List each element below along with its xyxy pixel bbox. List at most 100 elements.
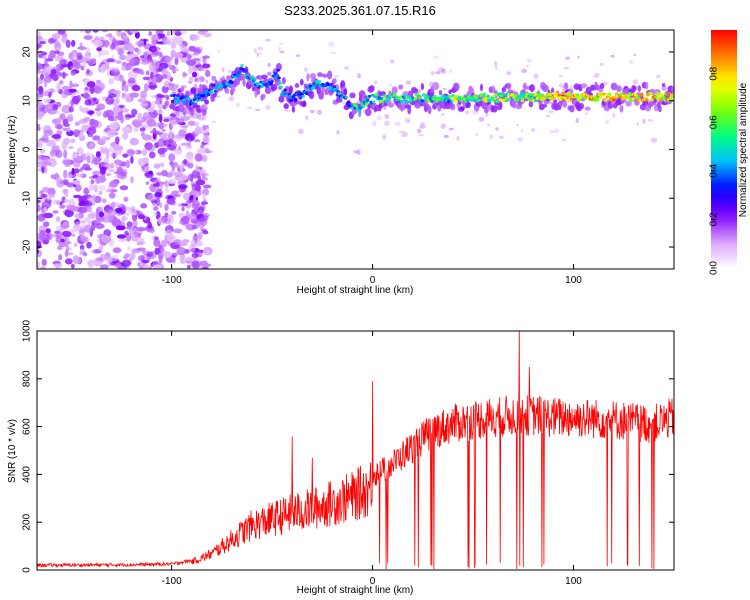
spectrogram-noise-blob <box>38 85 44 95</box>
spectrogram-noise-blob <box>155 99 160 106</box>
spectrogram-ridge-core <box>567 93 572 97</box>
spectrogram-ridge-core <box>586 95 591 98</box>
spectrogram-noise-blob <box>51 145 60 153</box>
spectrogram-noise-blob <box>76 52 83 60</box>
spectrogram-noise-blob <box>155 197 161 207</box>
spectrogram-ridge-halo <box>616 85 622 93</box>
spectrogram-ridge-core <box>175 94 180 97</box>
spectrogram-noise-blob <box>493 60 498 64</box>
spectrogram-ridge-halo <box>573 83 580 90</box>
spectrogram-noise-blob <box>155 181 160 188</box>
spectrogram-ridge-core <box>392 92 397 97</box>
spectrogram-noise-blob <box>69 138 76 144</box>
snr-x-tick-label: 100 <box>565 576 582 587</box>
spectrogram-noise-blob <box>134 237 145 243</box>
spectrogram-ridge-core <box>361 104 366 109</box>
spectrogram-noise-blob <box>133 127 138 133</box>
spectrogram-noise-blob <box>164 203 169 212</box>
spectrogram-ridge-core <box>230 80 234 85</box>
spectrogram-noise-blob <box>84 99 92 106</box>
spectrogram-noise-blob <box>71 233 76 237</box>
colorbar-tick-label: 0.0 <box>709 261 720 275</box>
spectrogram-noise-blob <box>134 47 139 52</box>
spectrogram-noise-blob <box>169 64 176 71</box>
spectrogram-noise-blob <box>117 30 121 33</box>
spectrogram-noise-blob <box>155 211 161 220</box>
spectrogram-noise-blob <box>330 51 337 55</box>
snr-y-tick-label: 1000 <box>22 319 33 342</box>
spectrogram-noise-blob <box>328 41 335 47</box>
spectrogram-noise-blob <box>156 60 160 69</box>
spectrogram-noise-blob <box>103 157 109 164</box>
spectrogram-ridge-core <box>379 96 384 101</box>
spectrogram-noise-blob <box>87 195 95 203</box>
spectrogram-noise-blob <box>77 46 87 51</box>
spectrogram-noise-blob <box>163 118 170 123</box>
spectrogram-noise-blob <box>144 142 153 151</box>
spectrogram-noise-blob <box>68 88 77 93</box>
spectrogram-noise-blob <box>148 151 156 159</box>
spectrogram-noise-blob <box>124 85 129 92</box>
spectrogram-noise-blob <box>94 85 99 94</box>
spectrogram-noise-blob <box>140 90 147 99</box>
spectrogram-noise-blob <box>175 118 185 124</box>
spectrogram-noise-blob <box>191 34 200 41</box>
spectrogram-noise-blob <box>117 170 126 175</box>
spectrogram-noise-blob <box>160 247 165 253</box>
spectrogram-ridge-core <box>329 82 334 87</box>
spectrogram-noise-blob <box>37 126 41 131</box>
spectrogram-noise-blob <box>108 93 117 98</box>
spectrogram-ridge-halo <box>492 85 496 94</box>
spectrogram-noise-blob <box>88 183 95 192</box>
spectrogram-noise-blob <box>73 242 78 248</box>
spectrogram-noise-blob <box>279 50 285 54</box>
snr-x-ticks: -100 0 100 <box>162 331 582 587</box>
spectrogram-noise-blob <box>121 92 126 98</box>
spectrogram-noise-blob <box>126 148 135 157</box>
snr-y-ticks: 0 200 400 600 800 1000 <box>22 319 674 573</box>
spectrogram-ridge-halo <box>444 102 452 110</box>
spectrogram-noise-blob <box>100 234 110 244</box>
colorbar-label: Normalized spectral amplitude <box>738 82 749 217</box>
spectrogram-ridge-halo <box>438 89 443 96</box>
spectrogram-noise-blob <box>37 70 44 74</box>
spectrogram-noise-blob <box>132 220 138 227</box>
spectrogram-noise-blob <box>67 113 74 121</box>
spectrogram-noise-blob <box>82 92 90 99</box>
spectrogram-noise-blob <box>139 103 148 107</box>
spectrogram-noise-blob <box>191 203 200 210</box>
spectrogram-noise-blob <box>129 30 139 34</box>
spectrogram-noise-blob <box>95 151 101 158</box>
spectrogram-noise-blob <box>105 96 114 105</box>
spectrogram-noise-blob <box>136 227 146 232</box>
spectrogram-noise-blob <box>296 98 303 101</box>
spectrogram-noise-blob <box>629 60 634 64</box>
spectrogram-noise-blob <box>53 42 62 52</box>
spectrogram-noise-blob <box>118 74 125 83</box>
spectrogram-noise-blob <box>456 135 460 141</box>
spectrogram-noise-blob <box>128 44 135 53</box>
colorbar-tick-label: 0.6 <box>709 115 720 129</box>
spectrogram-noise-blob <box>265 104 271 110</box>
spectrogram-noise-blob <box>433 55 440 59</box>
spectrogram-ridge-halo <box>178 104 185 113</box>
spectrogram-ridge-halo <box>391 86 398 94</box>
spectrogram-noise-blob <box>96 47 102 52</box>
spectrogram-ridge-core <box>265 85 269 89</box>
spectrogram-noise-blob <box>199 172 209 177</box>
spectrogram-noise-blob <box>131 108 138 116</box>
spectrogram-noise-blob <box>341 100 348 105</box>
spectrogram-noise-blob <box>110 162 115 169</box>
spectrogram-ridge-core <box>518 95 523 99</box>
spectrogram-noise-blob <box>48 37 55 44</box>
spectrogram-ridge-core <box>601 92 606 96</box>
spectrogram-noise-blob <box>190 219 198 224</box>
spectrogram-noise-blob <box>109 122 119 131</box>
spectrogram-y-ticks: -20 -10 0 10 20 <box>22 46 674 254</box>
spectrogram-noise-blob <box>44 165 48 175</box>
spectrogram-noise-blob <box>148 81 157 90</box>
spectrogram-ridge-halo <box>264 86 272 94</box>
spectrogram-ridge-core <box>603 98 608 102</box>
snr-plot-area <box>37 331 674 570</box>
spectrogram-noise-blob <box>53 263 63 268</box>
